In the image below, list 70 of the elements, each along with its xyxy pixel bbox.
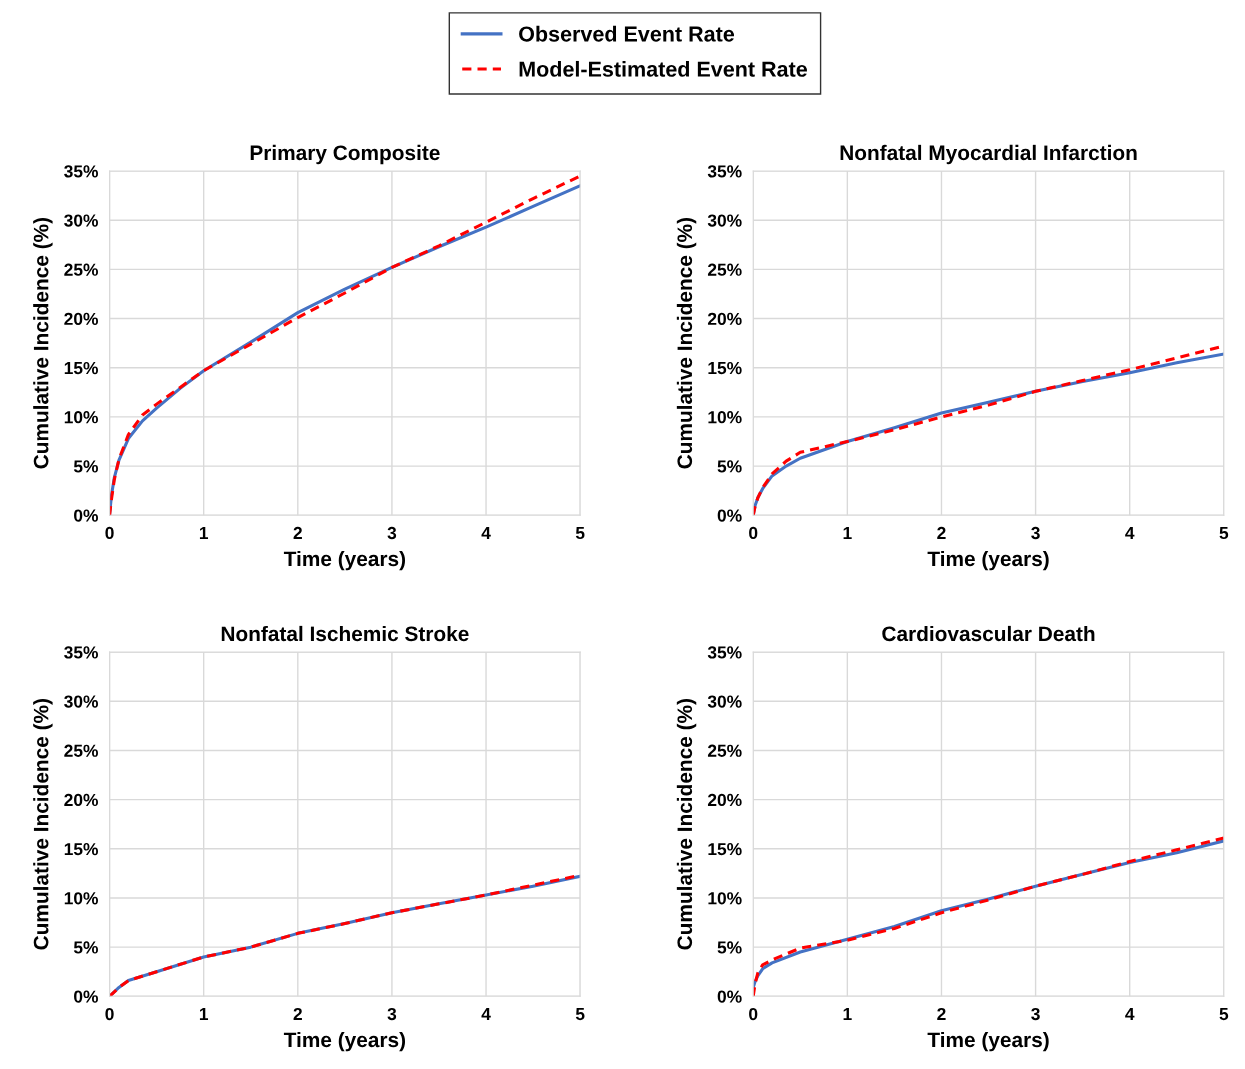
x-axis-title: Time (years) <box>283 550 406 571</box>
x-axis-title: Time (years) <box>283 1031 406 1052</box>
y-tick-label: 20% <box>707 312 742 326</box>
y-tick-label: 35% <box>64 165 98 178</box>
y-tick-label: 25% <box>707 744 742 757</box>
x-tick-label: 4 <box>1125 527 1135 539</box>
y-tick-label: 30% <box>64 695 98 708</box>
chart-title: Cardiovascular Death <box>882 625 1095 642</box>
y-tick-label: 35% <box>707 165 742 178</box>
y-tick-label: 25% <box>64 744 98 757</box>
x-tick-label: 0 <box>749 526 758 540</box>
y-axis-title: Cumulative Incidence (%) <box>676 699 697 950</box>
y-tick-label: 0% <box>74 990 98 1003</box>
x-tick-label: 3 <box>1031 526 1040 540</box>
x-tick-label: 2 <box>293 526 302 539</box>
y-tick-label: 5% <box>717 460 742 473</box>
legend-label: Model-Estimated Event Rate <box>519 60 807 77</box>
x-tick-label: 1 <box>843 1008 852 1020</box>
y-tick-label: 10% <box>64 411 98 424</box>
y-tick-label: 15% <box>64 361 98 375</box>
x-tick-label: 4 <box>481 1008 491 1020</box>
y-tick-label: 0% <box>717 509 742 522</box>
y-tick-label: 15% <box>64 843 98 856</box>
x-tick-label: 1 <box>199 527 209 539</box>
y-tick-label: 25% <box>64 263 98 276</box>
x-axis-title: Time (years) <box>927 550 1049 571</box>
y-tick-label: 20% <box>707 793 742 807</box>
y-tick-label: 5% <box>73 460 98 473</box>
y-tick-label: 0% <box>717 990 742 1003</box>
x-tick-label: 0 <box>105 526 114 540</box>
y-tick-label: 5% <box>73 941 98 954</box>
y-tick-label: 35% <box>64 646 98 659</box>
legend-label: Observed Event Rate <box>519 25 735 42</box>
x-axis-title: Time (years) <box>927 1031 1049 1052</box>
y-tick-label: 15% <box>708 843 742 856</box>
y-tick-label: 10% <box>708 892 742 905</box>
y-tick-label: 25% <box>707 263 742 276</box>
x-tick-label: 0 <box>749 1007 758 1021</box>
y-tick-label: 10% <box>708 411 742 424</box>
y-tick-label: 0% <box>74 509 98 522</box>
x-tick-label: 4 <box>1125 1008 1135 1020</box>
y-tick-label: 20% <box>64 793 98 807</box>
chart-title: Nonfatal Myocardial Infarction <box>840 144 1137 165</box>
y-tick-label: 30% <box>64 214 98 227</box>
x-tick-label: 2 <box>937 1007 946 1020</box>
y-tick-label: 30% <box>707 214 742 227</box>
y-axis-title: Cumulative Incidence (%) <box>33 699 53 950</box>
x-tick-label: 1 <box>843 527 852 539</box>
y-tick-label: 35% <box>707 646 742 659</box>
x-tick-label: 2 <box>937 526 946 539</box>
x-tick-label: 5 <box>1219 1008 1229 1021</box>
y-tick-label: 20% <box>64 312 98 326</box>
x-tick-label: 2 <box>293 1007 302 1020</box>
x-tick-label: 1 <box>199 1008 209 1020</box>
x-tick-label: 0 <box>105 1007 114 1021</box>
x-tick-label: 5 <box>575 1008 585 1021</box>
y-axis-title: Cumulative Incidence (%) <box>676 217 697 469</box>
y-tick-label: 15% <box>708 361 742 375</box>
x-tick-label: 4 <box>481 527 491 539</box>
y-tick-label: 5% <box>717 941 742 954</box>
x-tick-label: 3 <box>1031 1007 1040 1021</box>
chart-title: Primary Composite <box>250 144 440 165</box>
chart-title: Nonfatal Ischemic Stroke <box>221 625 469 642</box>
x-tick-label: 5 <box>1219 527 1229 540</box>
x-tick-label: 5 <box>575 527 585 540</box>
x-tick-label: 3 <box>387 526 397 540</box>
y-tick-label: 30% <box>707 695 742 708</box>
y-tick-label: 10% <box>64 892 98 905</box>
x-tick-label: 3 <box>387 1007 397 1021</box>
y-axis-title: Cumulative Incidence (%) <box>33 217 53 469</box>
